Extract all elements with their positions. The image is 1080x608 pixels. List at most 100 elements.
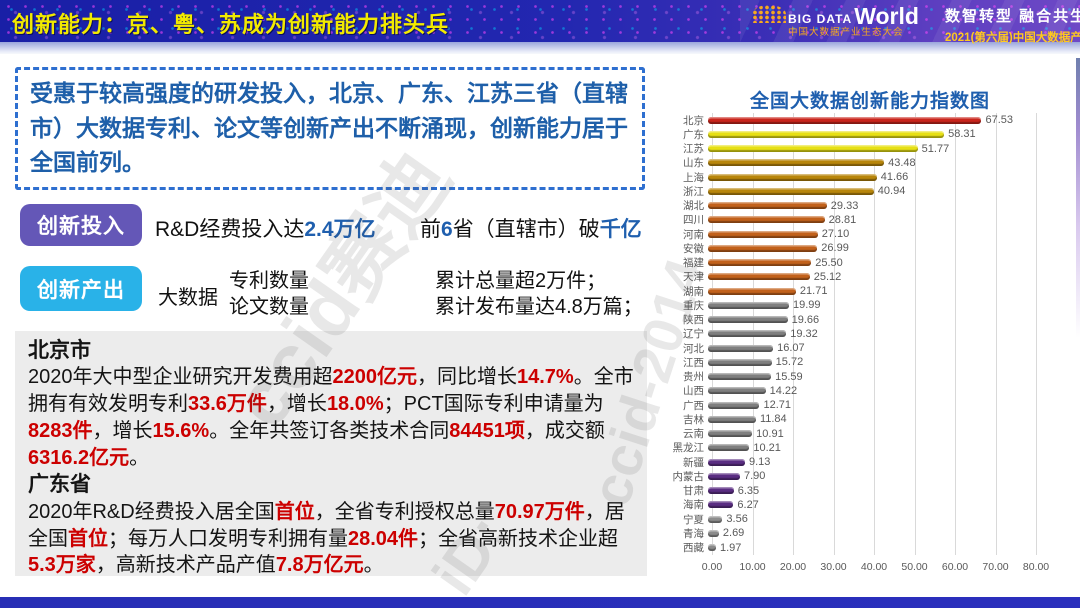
value-label: 40.94 <box>877 185 906 198</box>
value-label: 29.33 <box>830 199 859 212</box>
value-label: 43.48 <box>888 156 916 169</box>
gridline <box>1036 113 1037 555</box>
text-segment: 5.3万家 <box>28 554 96 577</box>
value-label: 19.66 <box>791 313 820 326</box>
chart-x-axis: 0.00 10.00 20.00 30.00 40.00 50.00 60.00 70.00 8… <box>662 561 1074 577</box>
slogan-text: 数智转型 融合共生 <box>945 8 1080 25</box>
chart-bar-row: 海南 6.27 <box>662 498 1074 512</box>
beijing-paragraph: 2020年大中型企业研究开发费用超2200亿元，同比增长14.7%。全市拥有有效… <box>28 364 634 471</box>
header-bar: 创新能力：京、粤、苏成为创新能力排头兵 BIG DATA World 中国大数据… <box>0 0 1080 45</box>
x-tick-label: 70.00 <box>982 561 1009 573</box>
text-segment: 70.97万件 <box>494 500 585 523</box>
bar <box>708 529 719 537</box>
bar-track: 41.66 <box>708 171 1074 183</box>
category-label: 河北 <box>683 342 704 355</box>
investment-stat-2: 前6省（直辖市）破千亿 <box>420 213 642 243</box>
bar-track: 25.12 <box>708 271 1074 283</box>
bar <box>708 344 774 352</box>
chart-bar-row: 黑龙江 10.21 <box>662 441 1074 455</box>
bar-track: 26.99 <box>708 242 1074 254</box>
logo-text-row: BIG DATA World <box>788 4 919 28</box>
innovation-investment-badge: 创新投入 <box>20 204 142 246</box>
value-label: 25.50 <box>815 256 843 269</box>
bar <box>708 515 723 523</box>
bar-track: 28.81 <box>708 214 1074 226</box>
event-slogan: 数智转型 融合共生 2021(第六届)中国大数据产业生态大会 <box>945 5 1080 45</box>
bar-track: 67.53 <box>708 114 1074 126</box>
text-segment: 首位 <box>274 500 315 523</box>
text-segment: ，高新技术产品产值 <box>95 554 276 577</box>
output-prefix-label: 大数据 <box>158 287 218 309</box>
value-label: 3.56 <box>726 513 748 526</box>
category-label: 甘肃 <box>683 485 704 498</box>
output-metric-list: 专利数量 论文数量 <box>229 268 309 320</box>
gridline <box>874 113 875 555</box>
bar-track: 51.77 <box>708 143 1074 155</box>
chart-bar-row: 贵州 15.59 <box>662 370 1074 384</box>
value-label: 19.99 <box>792 299 821 312</box>
chart-bar-row: 广东 58.31 <box>662 127 1074 141</box>
category-label: 云南 <box>683 428 704 441</box>
gridline <box>833 113 835 555</box>
category-label: 湖北 <box>683 200 704 213</box>
bar-track: 12.71 <box>708 399 1074 411</box>
bar-track: 3.56 <box>708 513 1074 525</box>
chart-bar-row: 北京 67.53 <box>662 113 1074 127</box>
text-segment: 首位 <box>68 527 108 550</box>
x-tick-label: 20.00 <box>779 561 807 573</box>
value-label: 51.77 <box>921 142 950 155</box>
chart-bar-row: 山东 43.48 <box>662 156 1074 170</box>
logo-dots-icon <box>752 5 786 24</box>
bar <box>708 415 756 423</box>
logo-bigdata-label: BIG DATA <box>788 11 853 26</box>
logo-world-label: World <box>854 3 919 29</box>
value-label: 16.07 <box>777 342 805 355</box>
category-label: 安徽 <box>683 242 704 255</box>
bar <box>708 430 753 438</box>
bar-track: 16.07 <box>708 342 1074 354</box>
category-label: 贵州 <box>683 371 704 384</box>
chart-bar-row: 陕西 19.66 <box>662 313 1074 327</box>
x-tick-label: 0.00 <box>701 561 723 573</box>
text-segment: ，增长 <box>266 393 327 416</box>
category-label: 海南 <box>683 499 704 512</box>
chart-bar-row: 广西 12.71 <box>662 398 1074 412</box>
bar <box>708 401 760 409</box>
value-label: 1.97 <box>719 541 742 554</box>
text-segment: 前 <box>420 218 441 241</box>
value-label: 7.90 <box>743 470 766 483</box>
intro-text: 受惠于较高强度的研发投入，北京、广东、江苏三省（直辖市）大数据专利、论文等创新产… <box>30 80 628 175</box>
value-label: 21.71 <box>799 285 828 298</box>
bar-track: 6.35 <box>708 485 1074 497</box>
text-segment: 。 <box>363 554 384 577</box>
bar <box>708 202 827 210</box>
chart-bar-row: 福建 25.50 <box>662 256 1074 270</box>
gridline <box>995 113 997 555</box>
text-segment: 8283件 <box>28 419 93 442</box>
bar <box>708 373 772 381</box>
text-segment: ，同比增长 <box>417 366 517 389</box>
bar <box>708 130 945 138</box>
bar <box>708 501 734 509</box>
page-title: 创新能力：京、粤、苏成为创新能力排头兵 <box>12 12 450 37</box>
chart-bar-row: 青海 2.69 <box>662 526 1074 540</box>
x-tick-label: 80.00 <box>1022 561 1050 573</box>
chart-bar-row: 上海 41.66 <box>662 170 1074 184</box>
text-segment: ，全省专利授权总量 <box>314 500 495 523</box>
chart-bar-row: 辽宁 19.32 <box>662 327 1074 341</box>
output-result-published: 累计发布量达4.8万篇； <box>435 296 643 318</box>
x-tick-label: 40.00 <box>860 561 888 573</box>
chart-bar-row: 湖北 29.33 <box>662 199 1074 213</box>
bar-track: 58.31 <box>708 128 1074 140</box>
bar-track: 2.69 <box>708 527 1074 539</box>
category-label: 吉林 <box>683 413 704 426</box>
bar <box>708 458 745 466</box>
bar <box>708 472 740 480</box>
category-label: 江苏 <box>683 143 704 156</box>
bar <box>708 287 796 295</box>
text-segment: 15.6% <box>152 419 210 442</box>
bar <box>708 358 772 366</box>
value-label: 11.84 <box>759 413 787 426</box>
bar <box>708 216 825 224</box>
category-label: 浙江 <box>683 185 704 198</box>
